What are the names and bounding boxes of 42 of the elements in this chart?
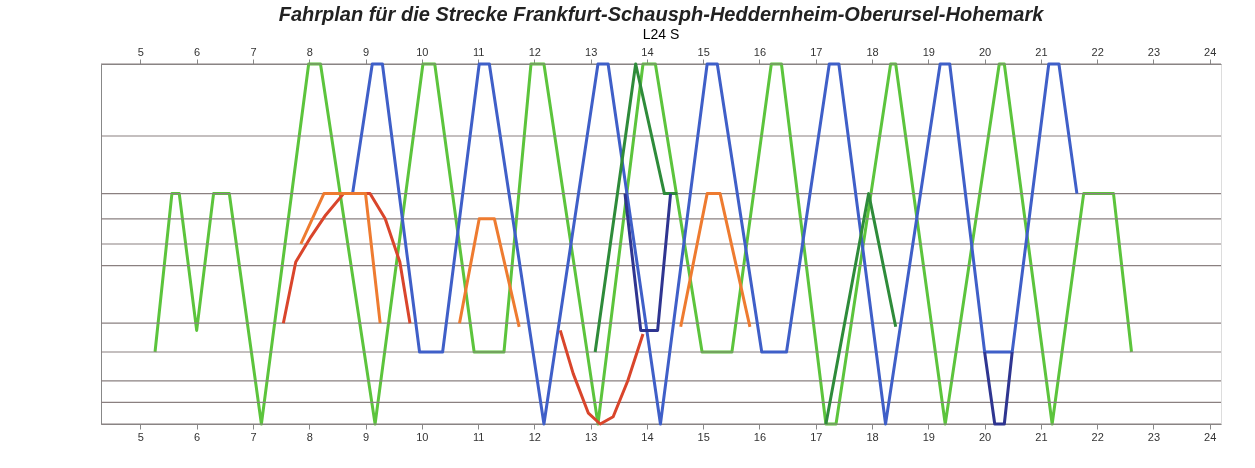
x-tick-label: 17 <box>810 430 823 443</box>
x2-tick-label: 17 <box>810 45 823 58</box>
x-tick-label: 11 <box>472 430 485 443</box>
x-tick-label: 10 <box>416 430 429 443</box>
text: L24 S <box>642 26 680 42</box>
x2-tick-label: 16 <box>753 45 767 58</box>
x-tick-label: 5 <box>137 430 144 443</box>
x2-tick-label: 8 <box>306 45 313 58</box>
x2-tick-label: 19 <box>922 45 935 58</box>
x-tick-label: 24 <box>1204 430 1217 443</box>
x-tick-label: 9 <box>362 430 370 443</box>
x2-tick-label: 9 <box>362 45 370 58</box>
x2-tick-label: 21 <box>1035 45 1048 58</box>
x-tick-label: 12 <box>528 430 541 443</box>
x-tick-label: 7 <box>250 430 257 443</box>
x2-tick-label: 10 <box>416 45 429 58</box>
x2-tick-label: 23 <box>1147 45 1161 58</box>
x-tick-label: 18 <box>866 430 879 443</box>
x2-tick-label: 6 <box>194 45 201 58</box>
x2-tick-label: 22 <box>1091 45 1104 58</box>
x-tick-label: 21 <box>1035 430 1048 443</box>
x2-tick-label: 7 <box>250 45 257 58</box>
x-tick-label: 23 <box>1147 430 1161 443</box>
x-tick-label: 15 <box>697 430 710 443</box>
x2-tick-label: 5 <box>137 45 144 58</box>
x2-tick-label: 14 <box>641 45 654 58</box>
x-tick-label: 20 <box>978 430 992 443</box>
x2-tick-label: 12 <box>528 45 541 58</box>
x-tick-label: 6 <box>194 430 201 443</box>
x2-tick-label: 20 <box>978 45 992 58</box>
x2-tick-label: 13 <box>585 45 598 58</box>
x-tick-label: 13 <box>585 430 598 443</box>
x2-tick-label: 24 <box>1204 45 1217 58</box>
x2-tick-label: 11 <box>472 45 485 58</box>
x-tick-label: 8 <box>306 430 313 443</box>
x-tick-label: 19 <box>922 430 935 443</box>
x2-tick-label: 18 <box>866 45 879 58</box>
x-tick-label: 14 <box>641 430 654 443</box>
x2-tick-label: 15 <box>697 45 710 58</box>
chart-title: Fahrplan für die Strecke Frankfurt-Schausph-Heddernheim-Oberursel-Hohemark <box>278 3 1045 25</box>
x-tick-label: 22 <box>1091 430 1104 443</box>
x-tick-label: 16 <box>753 430 767 443</box>
